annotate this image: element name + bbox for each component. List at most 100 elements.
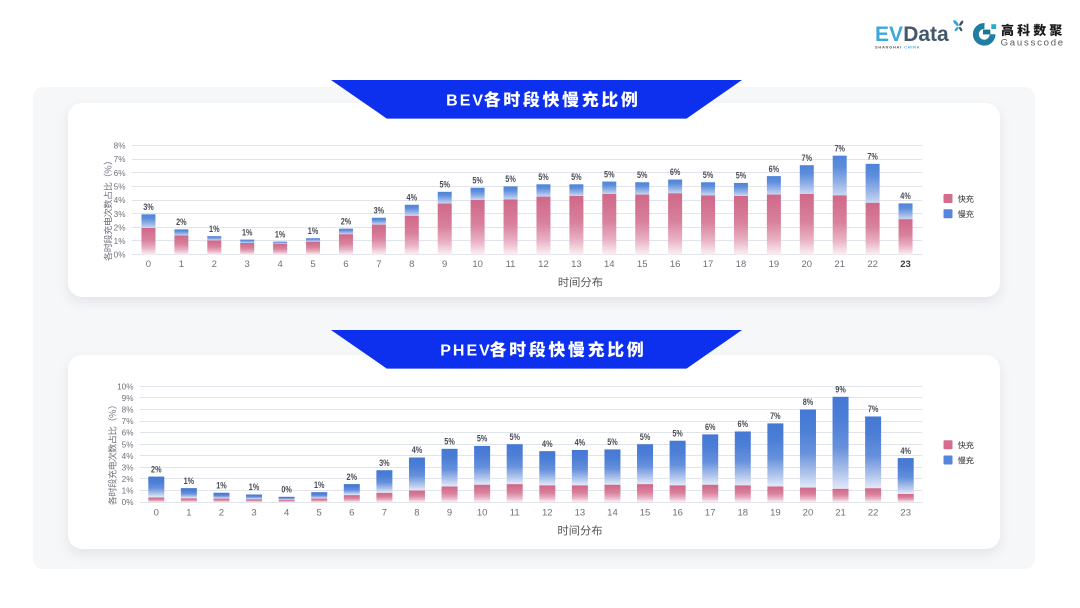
svg-text:4%: 4% — [407, 192, 418, 203]
svg-text:5%: 5% — [703, 170, 714, 181]
svg-text:2%: 2% — [176, 217, 187, 228]
svg-text:6%: 6% — [769, 164, 780, 175]
svg-text:5: 5 — [317, 508, 322, 519]
svg-text:5%: 5% — [477, 434, 488, 445]
svg-text:3: 3 — [245, 259, 250, 270]
svg-text:5%: 5% — [607, 437, 618, 448]
svg-text:6%: 6% — [705, 422, 716, 433]
svg-text:7%: 7% — [122, 417, 134, 426]
svg-text:9%: 9% — [835, 385, 846, 396]
svg-text:5%: 5% — [444, 437, 455, 448]
svg-text:2: 2 — [212, 259, 217, 270]
svg-text:16: 16 — [672, 508, 683, 519]
svg-text:22: 22 — [867, 259, 878, 270]
svg-text:8%: 8% — [803, 397, 814, 408]
svg-text:5%: 5% — [604, 169, 615, 180]
svg-text:6: 6 — [343, 259, 348, 270]
svg-text:Gausscode: Gausscode — [1001, 37, 1065, 48]
svg-text:19: 19 — [770, 508, 781, 519]
svg-text:20: 20 — [802, 259, 813, 270]
svg-text:5%: 5% — [736, 171, 747, 182]
svg-text:1%: 1% — [216, 480, 227, 491]
svg-text:15: 15 — [640, 508, 651, 519]
svg-text:PHEV: PHEV — [440, 343, 492, 360]
svg-text:7%: 7% — [114, 155, 126, 164]
svg-text:1%: 1% — [114, 237, 126, 246]
svg-text:3: 3 — [251, 508, 256, 519]
svg-text:6%: 6% — [738, 419, 749, 430]
svg-text:4%: 4% — [114, 196, 126, 205]
svg-text:1%: 1% — [122, 487, 134, 496]
svg-text:2%: 2% — [114, 223, 126, 232]
svg-text:4%: 4% — [900, 191, 911, 202]
svg-text:4%: 4% — [542, 439, 553, 450]
svg-text:23: 23 — [900, 508, 911, 519]
svg-text:13: 13 — [571, 259, 582, 270]
svg-text:0%: 0% — [281, 485, 292, 496]
svg-text:2%: 2% — [347, 472, 358, 483]
svg-text:4: 4 — [277, 259, 282, 270]
svg-text:20: 20 — [803, 508, 814, 519]
svg-text:5%: 5% — [672, 428, 683, 439]
svg-text:SHANGHAI: SHANGHAI — [875, 44, 902, 49]
svg-text:5%: 5% — [472, 175, 483, 186]
svg-text:3%: 3% — [374, 205, 385, 216]
svg-text:5%: 5% — [637, 170, 648, 181]
svg-text:0: 0 — [154, 508, 159, 519]
svg-text:2%: 2% — [341, 216, 352, 227]
svg-text:14: 14 — [604, 259, 615, 270]
svg-text:9: 9 — [442, 259, 447, 270]
svg-text:0%: 0% — [114, 251, 126, 260]
svg-text:7%: 7% — [770, 411, 781, 422]
svg-text:10%: 10% — [117, 383, 133, 392]
svg-text:6%: 6% — [670, 167, 681, 178]
svg-text:6%: 6% — [114, 169, 126, 178]
svg-text:7%: 7% — [867, 152, 878, 163]
svg-text:4: 4 — [284, 508, 289, 519]
svg-text:1%: 1% — [184, 476, 195, 487]
svg-text:18: 18 — [738, 508, 749, 519]
svg-text:2%: 2% — [122, 475, 134, 484]
svg-text:10: 10 — [472, 259, 483, 270]
svg-text:23: 23 — [900, 259, 911, 270]
svg-text:12: 12 — [542, 508, 553, 519]
svg-text:9%: 9% — [122, 394, 134, 403]
svg-text:1%: 1% — [275, 229, 286, 240]
svg-text:7%: 7% — [868, 404, 879, 415]
svg-text:6: 6 — [349, 508, 354, 519]
svg-text:7: 7 — [382, 508, 387, 519]
svg-text:5%: 5% — [439, 180, 450, 191]
svg-text:4%: 4% — [900, 446, 911, 457]
svg-text:7%: 7% — [802, 153, 813, 164]
svg-text:5%: 5% — [509, 432, 520, 443]
svg-text:7%: 7% — [834, 143, 845, 154]
svg-text:2: 2 — [219, 508, 224, 519]
svg-text:5%: 5% — [114, 182, 126, 191]
svg-text:18: 18 — [736, 259, 747, 270]
svg-text:5: 5 — [310, 259, 315, 270]
svg-text:3%: 3% — [122, 463, 134, 472]
svg-text:4%: 4% — [122, 452, 134, 461]
svg-text:11: 11 — [506, 259, 516, 270]
svg-text:1%: 1% — [209, 224, 220, 235]
svg-text:0: 0 — [146, 259, 151, 270]
svg-text:15: 15 — [637, 259, 648, 270]
svg-text:8%: 8% — [122, 406, 134, 415]
svg-text:11: 11 — [510, 508, 520, 519]
svg-text:16: 16 — [670, 259, 681, 270]
svg-text:3%: 3% — [379, 458, 390, 469]
svg-text:4%: 4% — [575, 438, 586, 449]
svg-text:13: 13 — [575, 508, 586, 519]
svg-text:1%: 1% — [249, 482, 260, 493]
svg-text:1%: 1% — [314, 480, 325, 491]
svg-text:17: 17 — [705, 508, 716, 519]
svg-text:10: 10 — [477, 508, 488, 519]
svg-text:14: 14 — [607, 508, 618, 519]
svg-text:1: 1 — [179, 259, 184, 270]
svg-text:6%: 6% — [122, 429, 134, 438]
svg-text:21: 21 — [835, 508, 846, 519]
svg-text:5%: 5% — [122, 440, 134, 449]
svg-text:5%: 5% — [640, 432, 651, 443]
svg-text:8: 8 — [414, 508, 419, 519]
svg-text:Data: Data — [903, 23, 949, 46]
